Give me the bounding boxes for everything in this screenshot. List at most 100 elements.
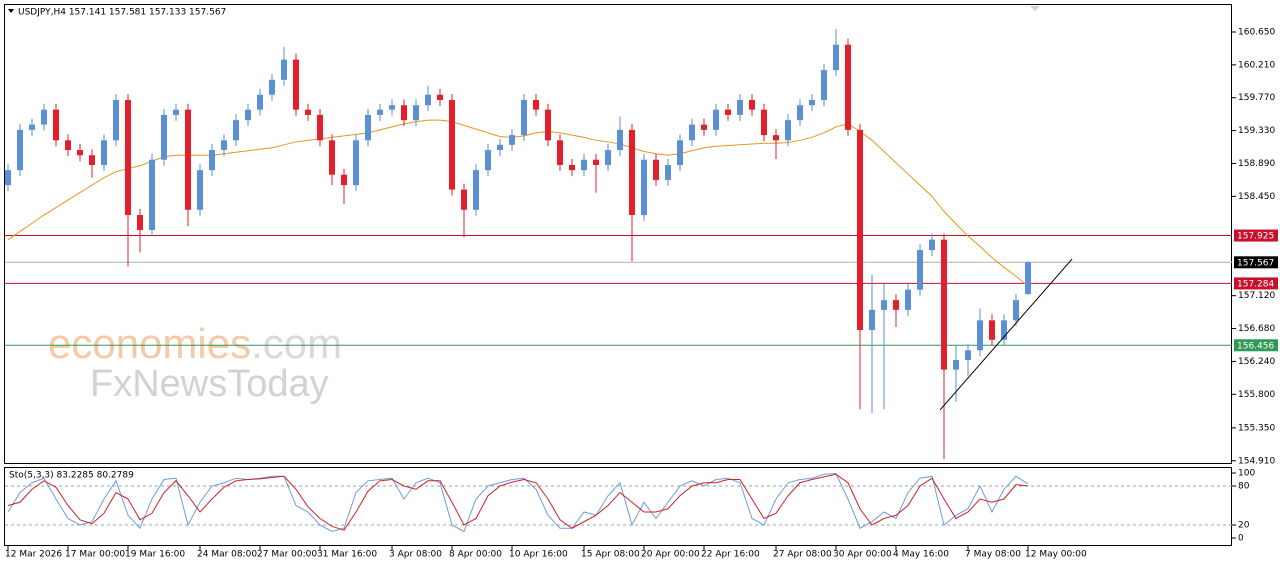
level-label: 157.284 <box>1237 279 1274 289</box>
candle-body <box>221 140 227 151</box>
watermark-text: FxNewsToday <box>90 363 329 405</box>
x-tick-label: 22 Apr 16:00 <box>701 550 760 560</box>
candle-body <box>389 105 395 110</box>
y-tick-label: 156.240 <box>1238 357 1275 367</box>
candle-body <box>521 99 527 136</box>
x-tick-label: 20 Apr 00:00 <box>641 550 700 560</box>
candle-body <box>845 44 851 130</box>
menu-icon[interactable] <box>8 9 14 13</box>
candle-body <box>53 109 59 141</box>
candle-body <box>725 109 731 115</box>
indicator-title: Sto(5,3,3) 83.2285 80.2789 <box>9 471 134 481</box>
candle-body <box>185 109 191 210</box>
candle-body <box>917 250 923 290</box>
candle-body <box>737 99 743 115</box>
x-tick-label: 17 Mar 00:00 <box>65 550 125 560</box>
candle-body <box>353 140 359 186</box>
x-tick-label: 7 May 08:00 <box>965 550 1021 560</box>
candle-body <box>581 159 587 171</box>
candle-body <box>245 109 251 121</box>
indicator-y-tick-label: 0 <box>1238 534 1244 544</box>
candle-body <box>617 129 623 151</box>
x-tick-label: 10 Apr 16:00 <box>509 550 568 560</box>
candle-body <box>629 129 635 216</box>
chart-header: USDJPY,H4 157.141 157.581 157.133 157.56… <box>18 8 226 18</box>
candle-body <box>809 99 815 106</box>
candle-body <box>497 144 503 151</box>
stochastic-line <box>7 473 1029 533</box>
candle-body <box>281 59 287 80</box>
candle-body <box>665 164 671 180</box>
y-tick-label: 154.910 <box>1238 456 1275 466</box>
x-tick-label: 31 Mar 16:00 <box>317 550 377 560</box>
x-tick-label: 3 Apr 08:00 <box>389 550 442 560</box>
trendline <box>939 258 1073 411</box>
candle-body <box>989 320 995 340</box>
indicator-y-tick-label: 20 <box>1238 521 1250 531</box>
watermark-text: economies.com <box>48 320 342 367</box>
candle-body <box>533 99 539 110</box>
candle-body <box>449 99 455 190</box>
candle-body <box>749 99 755 110</box>
y-tick-label: 158.450 <box>1238 192 1275 202</box>
y-tick-label: 155.350 <box>1238 423 1275 433</box>
candle-body <box>689 124 695 141</box>
candle-body <box>857 129 863 331</box>
candle-body <box>425 94 431 106</box>
candle-body <box>365 114 371 141</box>
candle-body <box>569 164 575 171</box>
candle-body <box>593 159 599 165</box>
candle-body <box>257 94 263 110</box>
candle-body <box>461 189 467 210</box>
candle-body <box>149 159 155 230</box>
x-tick-label: 8 Apr 00:00 <box>449 550 502 560</box>
candle-body <box>881 300 887 310</box>
y-tick-label: 160.210 <box>1238 60 1275 70</box>
x-tick-label: 15 Apr 08:00 <box>581 550 640 560</box>
x-tick-label: 19 Mar 16:00 <box>125 550 185 560</box>
level-label-box <box>1234 339 1278 352</box>
watermark-part: economies <box>48 320 251 367</box>
main-frame <box>4 4 1232 464</box>
candle-body <box>833 44 839 71</box>
candle-body <box>233 120 239 141</box>
candle-body <box>329 140 335 175</box>
candle-body <box>773 135 779 141</box>
candle-body <box>941 239 947 370</box>
x-tick-label: 24 Mar 08:00 <box>197 550 257 560</box>
y-tick-label: 159.330 <box>1238 126 1275 136</box>
x-tick-label: 12 May 00:00 <box>1025 550 1087 560</box>
x-tick-label: 27 Mar 00:00 <box>257 550 317 560</box>
candle-body <box>905 289 911 310</box>
candle-body <box>1025 262 1031 295</box>
y-tick-label: 160.650 <box>1238 28 1275 38</box>
candle-body <box>701 124 707 130</box>
candle-body <box>977 320 983 351</box>
candle-body <box>641 159 647 216</box>
y-tick-label: 156.680 <box>1238 324 1275 334</box>
watermark: economies.com FxNewsToday <box>48 320 342 405</box>
y-tick-label: 159.770 <box>1238 93 1275 103</box>
candle-body <box>89 155 95 165</box>
level-label: 156.456 <box>1237 341 1274 351</box>
candle-body <box>41 109 47 125</box>
candle-body <box>485 150 491 171</box>
x-tick-label: 30 Apr 00:00 <box>833 550 892 560</box>
candle-body <box>173 109 179 115</box>
candle-body <box>869 309 875 331</box>
candle-body <box>509 135 515 145</box>
candle-body <box>713 109 719 130</box>
candle-body <box>953 359 959 370</box>
stochastic-line <box>7 473 1029 531</box>
candle-body <box>317 114 323 141</box>
candle-body <box>437 94 443 100</box>
candle-body <box>797 105 803 121</box>
candle-body <box>965 350 971 360</box>
x-tick-label: 4 May 16:00 <box>893 550 949 560</box>
candle-body <box>209 150 215 171</box>
candle-body <box>101 140 107 165</box>
y-tick-label: 157.120 <box>1238 291 1275 301</box>
candle-body <box>341 174 347 186</box>
